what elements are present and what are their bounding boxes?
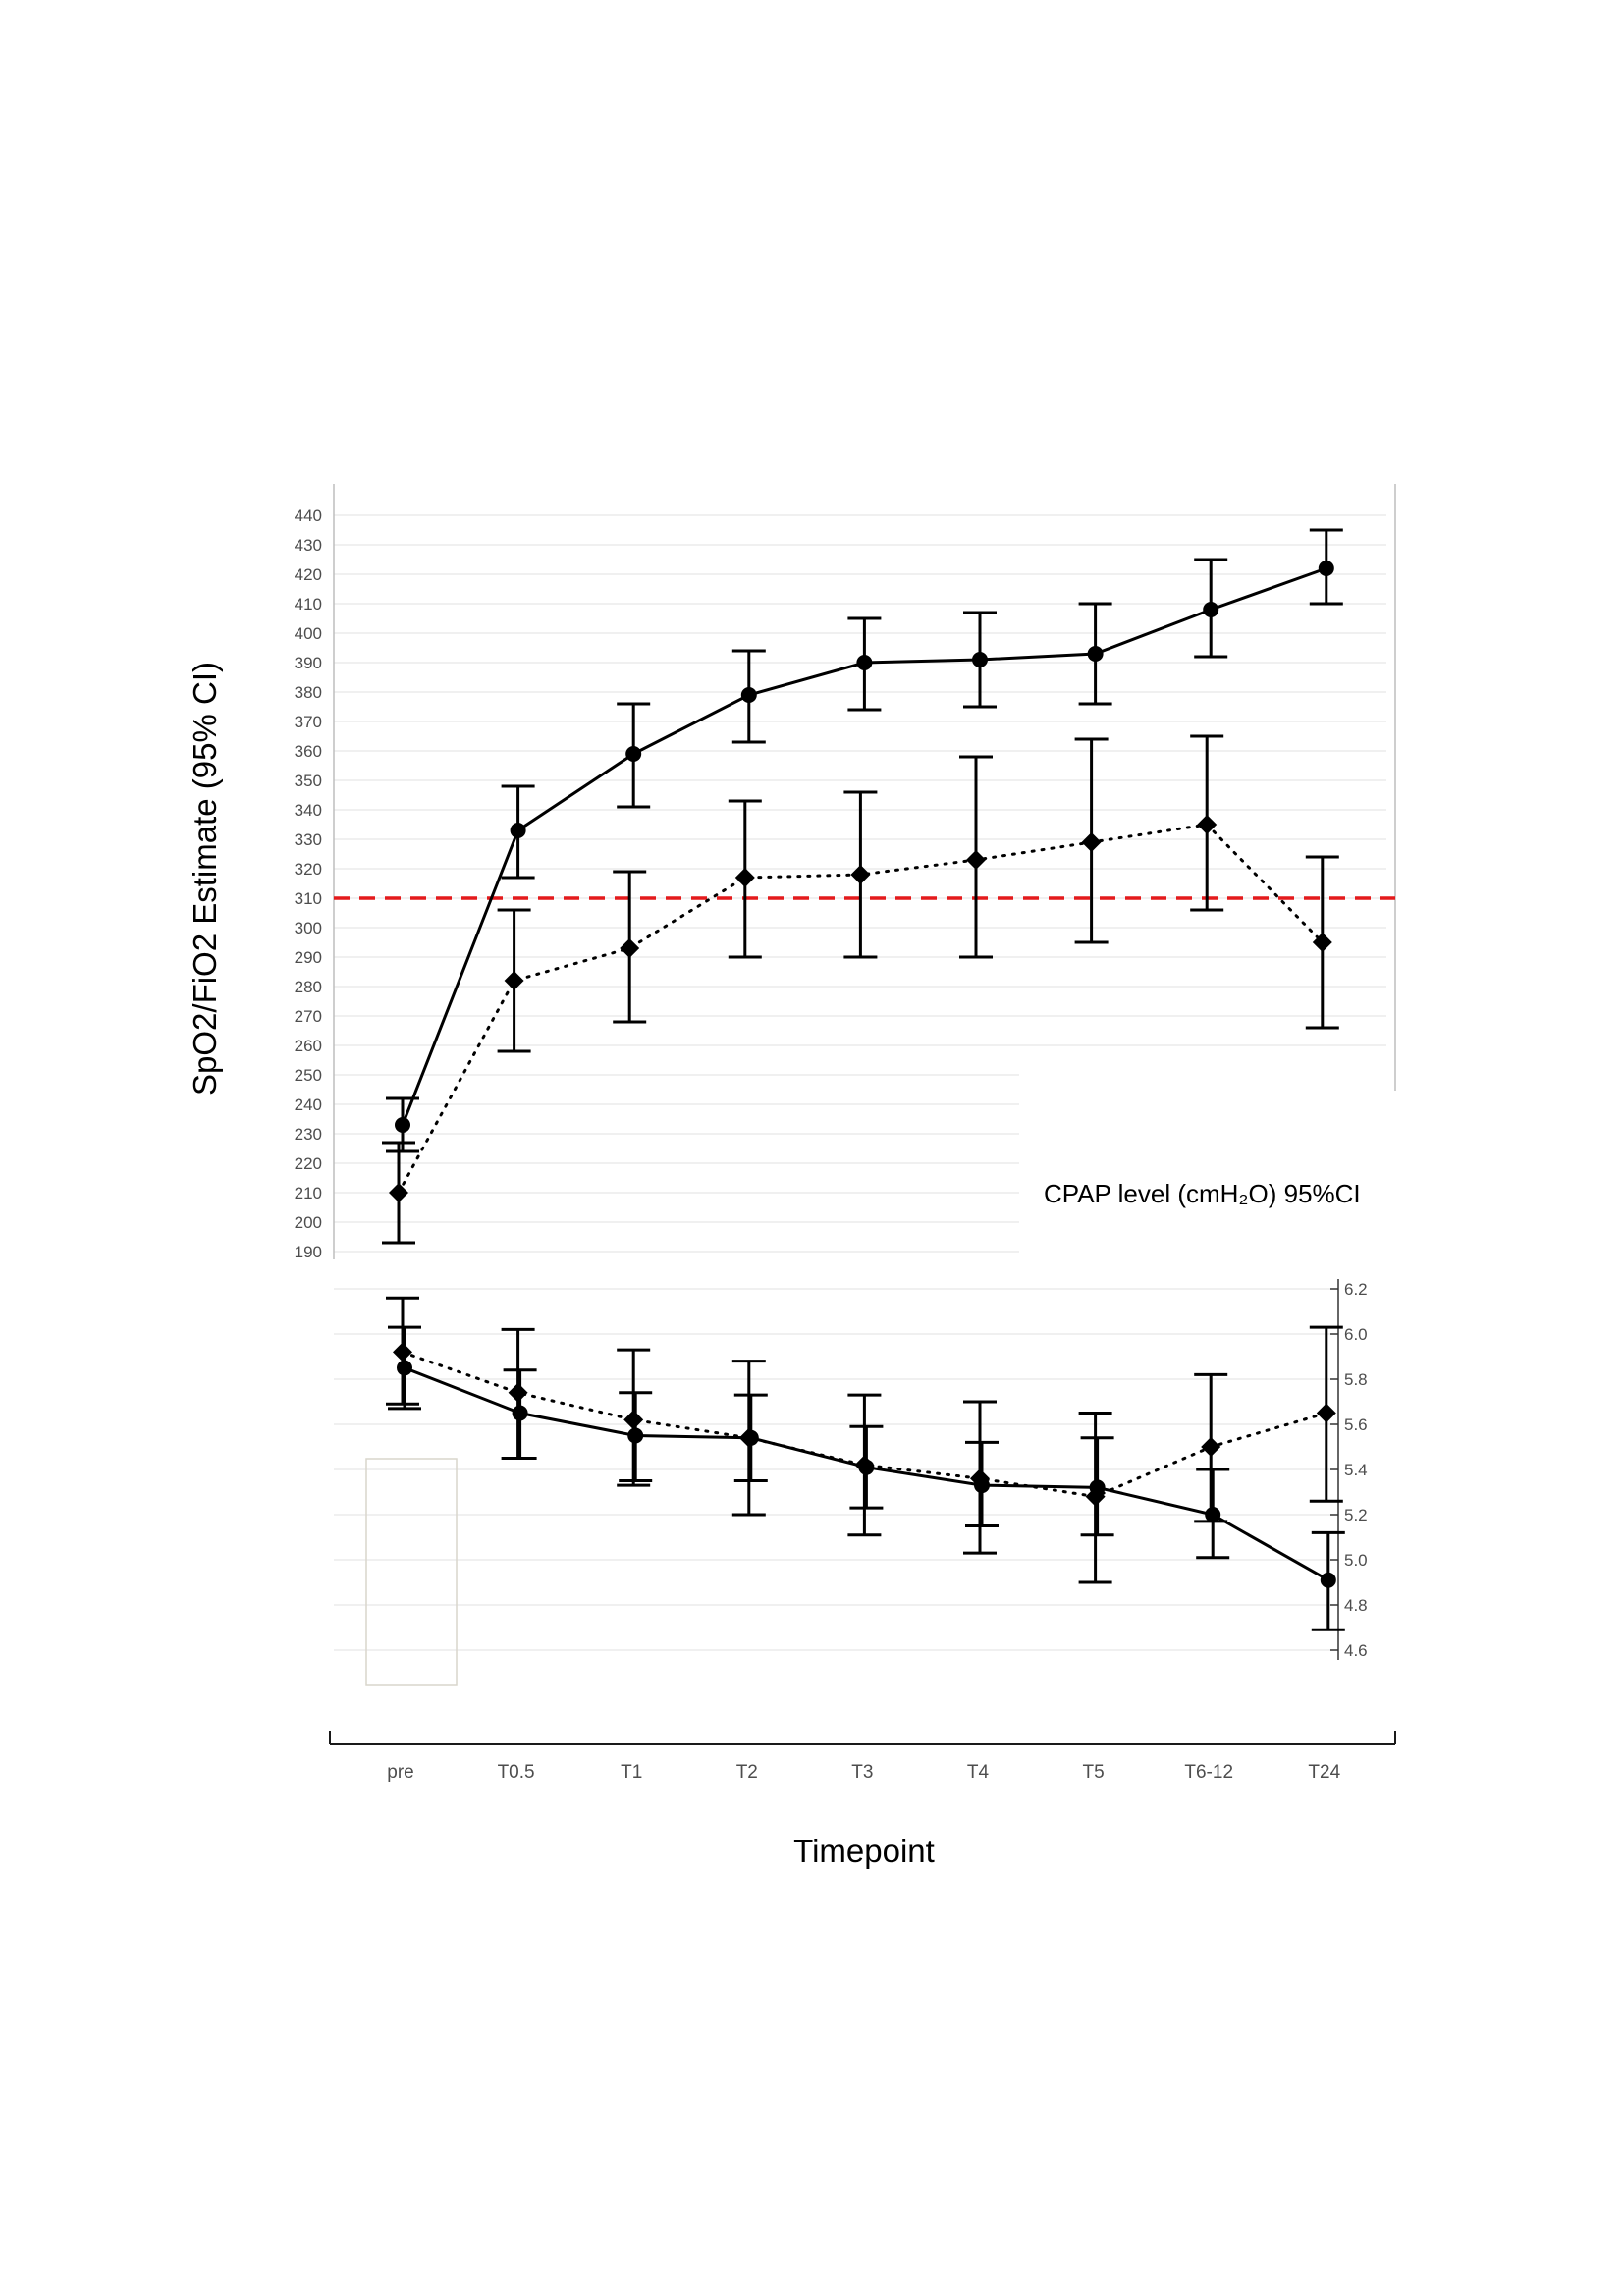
- x-tick-label: T0.5: [498, 1762, 535, 1783]
- data-point-circle: [397, 1360, 412, 1376]
- bottom-y-tick-label: 6.2: [1344, 1280, 1368, 1299]
- top-y-tick-label: 220: [295, 1154, 322, 1173]
- data-point-diamond: [970, 1468, 990, 1489]
- cpap-panel: 4.6 4.8 5.0 5.2 5.4 5.6 5.8 6.0 6.2: [334, 1279, 1368, 1686]
- x-tick-labels: pre T0.5 T1 T2 T3 T4 T5 T6-12 T24: [387, 1762, 1340, 1783]
- top-y-tick-label: 290: [295, 948, 322, 967]
- data-point-circle: [510, 823, 526, 838]
- data-point-diamond: [850, 865, 871, 884]
- bottom-y-tick-label: 5.6: [1344, 1415, 1368, 1434]
- x-tick-label: T5: [1083, 1762, 1105, 1783]
- top-y-tick-label: 330: [295, 830, 322, 849]
- data-point-circle: [856, 655, 873, 670]
- top-y-tick-label: 380: [295, 683, 322, 702]
- bottom-y-tick-label: 5.0: [1344, 1551, 1368, 1570]
- bottom-y-tick-label: 5.8: [1344, 1370, 1368, 1389]
- data-point-circle: [740, 687, 757, 703]
- data-point-diamond: [1312, 933, 1332, 952]
- bottom-y-tick-label: 5.2: [1344, 1506, 1368, 1524]
- data-point-diamond: [1081, 832, 1102, 852]
- bottom-y-tick-label: 4.6: [1344, 1641, 1368, 1660]
- data-point-circle: [1318, 561, 1334, 576]
- top-y-tick-label: 210: [295, 1184, 322, 1202]
- top-y-tick-label: 400: [295, 624, 322, 643]
- spo2-fio2-panel: 190 200 210 220 230 240 250 260 270 280 290 300 310 3…: [187, 484, 1396, 1261]
- data-point-circle: [1320, 1572, 1336, 1588]
- series-line: [397, 823, 1325, 1195]
- x-tick-label: pre: [387, 1762, 413, 1783]
- x-tick-label: T1: [621, 1762, 642, 1783]
- data-point-diamond: [623, 1410, 644, 1430]
- x-tick-label: T3: [851, 1762, 873, 1783]
- data-point-diamond: [393, 1342, 412, 1362]
- data-point-diamond: [734, 868, 755, 887]
- data-point-circle: [395, 1117, 410, 1133]
- data-point-diamond: [738, 1427, 759, 1448]
- cpap-panel-title: CPAP level (cmH₂O) 95%CI: [1044, 1179, 1361, 1208]
- data-point-circle: [972, 652, 988, 667]
- x-tick-label: T24: [1308, 1762, 1340, 1783]
- top-y-tick-label: 340: [295, 801, 322, 820]
- top-y-tick-label: 270: [295, 1007, 322, 1026]
- bottom-y-tick-label: 6.0: [1344, 1325, 1368, 1344]
- top-y-tick-label: 190: [295, 1243, 322, 1261]
- top-y-tick-label: 430: [295, 536, 322, 555]
- x-tick-label: T2: [736, 1762, 758, 1783]
- x-axis: pre T0.5 T1 T2 T3 T4 T5 T6-12 T24: [329, 1731, 1396, 1783]
- top-y-tick-label: 420: [295, 565, 322, 584]
- data-point-diamond: [620, 938, 640, 958]
- data-point-diamond: [1316, 1403, 1336, 1423]
- data-point-circle: [625, 746, 642, 762]
- top-y-tick-labels: 190 200 210 220 230 240 250 260 270 280 290 300 310 3…: [295, 507, 322, 1261]
- data-point-diamond: [966, 850, 986, 870]
- top-y-tick-label: 200: [295, 1213, 322, 1232]
- empty-inset-box: [365, 1458, 458, 1686]
- top-y-tick-label: 230: [295, 1125, 322, 1144]
- bottom-y-tick-label: 5.4: [1344, 1461, 1368, 1479]
- top-y-tick-label: 350: [295, 772, 322, 790]
- data-point-circle: [627, 1427, 644, 1444]
- data-point-diamond: [1085, 1486, 1106, 1507]
- top-y-tick-label: 280: [295, 978, 322, 996]
- top-y-tick-label: 310: [295, 889, 322, 908]
- top-y-tick-label: 300: [295, 919, 322, 937]
- bottom-gridlines: [334, 1288, 1338, 1651]
- top-panel-frame: [333, 484, 1396, 1259]
- top-series-group: [382, 528, 1343, 1245]
- x-tick-label: T4: [967, 1762, 990, 1783]
- top-y-tick-label: 360: [295, 742, 322, 761]
- top-y-tick-label: 320: [295, 860, 322, 879]
- x-axis-title: Timepoint: [793, 1833, 935, 1869]
- bottom-y-tick-labels: 4.6 4.8 5.0 5.2 5.4 5.6 5.8 6.0 6.2: [1344, 1280, 1368, 1660]
- data-point-diamond: [1197, 815, 1218, 834]
- top-y-tick-label: 240: [295, 1095, 322, 1114]
- x-tick-label: T6-12: [1184, 1762, 1233, 1783]
- data-point-diamond: [508, 1382, 528, 1403]
- top-y-tick-label: 440: [295, 507, 322, 525]
- data-point-circle: [512, 1405, 528, 1421]
- top-y-tick-label: 260: [295, 1037, 322, 1055]
- legend-blank-area: [1019, 1091, 1412, 1297]
- data-point-circle: [1087, 646, 1104, 662]
- bottom-series-group: [386, 1296, 1345, 1631]
- data-point-circle: [1203, 602, 1219, 617]
- data-point-diamond: [389, 1183, 408, 1202]
- top-y-tick-label: 410: [295, 595, 322, 614]
- y-axis-title: SpO2/FiO2 Estimate (95% CI): [187, 662, 223, 1095]
- data-point-circle: [1205, 1507, 1221, 1522]
- top-y-tick-label: 250: [295, 1066, 322, 1085]
- data-point-diamond: [854, 1455, 875, 1475]
- top-y-tick-label: 390: [295, 654, 322, 672]
- data-point-diamond: [1201, 1437, 1221, 1457]
- top-y-tick-label: 370: [295, 713, 322, 731]
- data-point-diamond: [504, 971, 524, 990]
- bottom-y-tick-label: 4.8: [1344, 1596, 1368, 1615]
